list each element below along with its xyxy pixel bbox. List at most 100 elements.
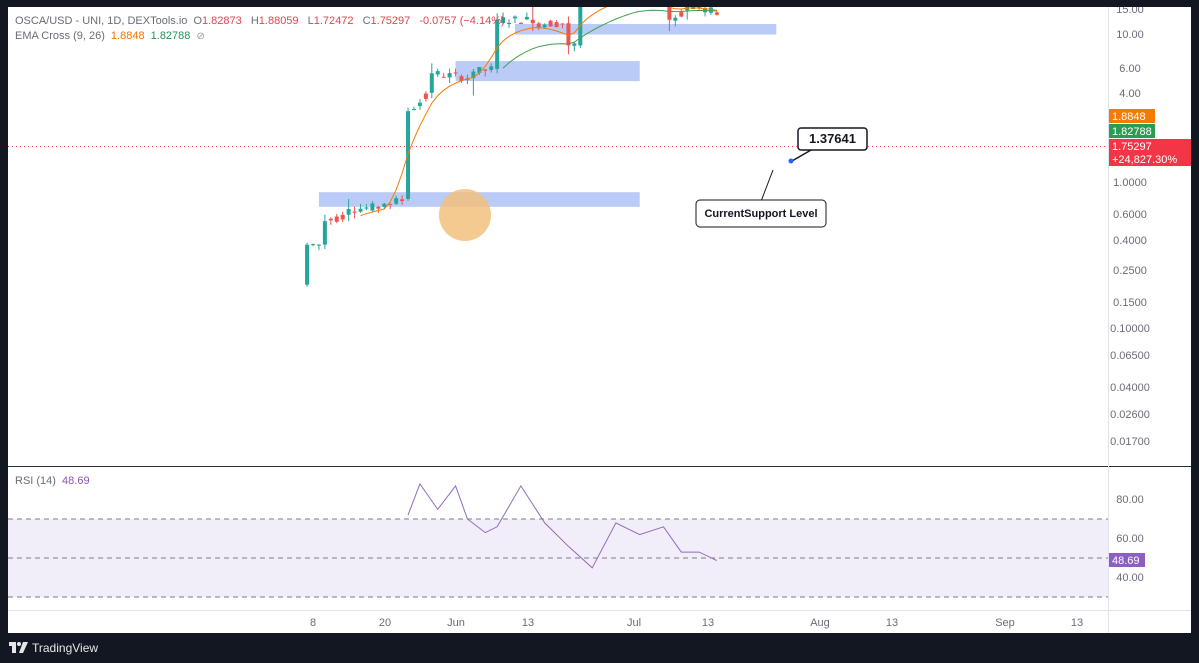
support-zone-3[interactable]	[514, 23, 777, 35]
candle-body	[554, 22, 559, 28]
ema-fast-value: 1.8848	[110, 30, 145, 42]
time-label: Sep	[995, 617, 1015, 629]
candle-body	[495, 19, 500, 69]
candle-body	[305, 244, 310, 285]
candle-body	[673, 17, 678, 21]
rsi-tick: 60.00	[1116, 533, 1144, 545]
price-tick: 0.2500	[1113, 265, 1147, 277]
ema-9-line	[360, 7, 717, 217]
candle-body	[524, 16, 529, 20]
candle-body	[572, 43, 577, 46]
time-label: 20	[379, 617, 391, 629]
chart-canvas[interactable]: 1.37641 CurrentSupport Level 15.00 10.00…	[8, 7, 1191, 633]
price-tick: 0.06500	[1110, 350, 1150, 362]
candle-body	[441, 76, 446, 78]
candle-body	[417, 102, 422, 107]
hidden-eye-icon[interactable]: ⊘	[196, 31, 205, 42]
ema-fast-tag-text: 1.8848	[1112, 111, 1146, 123]
high-value: 1.88059	[258, 15, 299, 27]
footer-brand[interactable]: TradingView	[32, 641, 99, 655]
last-price-tag-text: 1.75297	[1112, 141, 1152, 153]
rsi-line	[407, 482, 718, 569]
tradingview-logo-icon[interactable]	[9, 640, 29, 654]
last-change-tag-text: +24,827.30%	[1112, 154, 1177, 166]
candle-body	[697, 7, 702, 8]
ohlc-legend: OSCA/USD - UNI, 1D, DEXTools.io O1.82873…	[15, 15, 508, 27]
candle-body	[423, 93, 428, 99]
time-label: 13	[702, 617, 714, 629]
open-label: O	[193, 15, 202, 27]
open-value: 1.82873	[202, 15, 242, 27]
time-label: Aug	[810, 617, 830, 629]
rsi-value-tag-text: 48.69	[1112, 555, 1140, 567]
price-tick: 0.01700	[1110, 436, 1150, 448]
candle-body	[322, 221, 327, 245]
candle-body	[530, 19, 535, 24]
last-price-tag	[1109, 139, 1191, 166]
candle-body	[429, 73, 434, 93]
candle-body	[376, 206, 381, 209]
support-zone-2[interactable]	[455, 61, 640, 82]
candle-body	[346, 208, 351, 215]
time-label: 8	[310, 617, 316, 629]
candle-body	[394, 198, 399, 204]
candle-body	[453, 72, 458, 74]
price-callout-text: 1.37641	[809, 131, 856, 146]
symbol-label[interactable]: OSCA/USD - UNI, 1D, DEXTools.io	[15, 15, 188, 27]
price-tick: 4.00	[1119, 88, 1140, 100]
price-tick: 0.04000	[1110, 382, 1150, 394]
high-label: H	[250, 15, 259, 27]
change-value: -0.0757 (−4.14%)	[419, 15, 505, 27]
candle-body	[685, 7, 690, 11]
close-label: C	[362, 15, 371, 27]
support-label-box[interactable]	[695, 199, 827, 228]
price-callout-box[interactable]	[797, 127, 868, 151]
candle-body	[667, 7, 672, 20]
rsi-legend: RSI (14) 48.69	[15, 475, 93, 487]
candle-body	[334, 216, 339, 222]
price-tick: 1.0000	[1113, 177, 1147, 189]
time-label: 13	[886, 617, 898, 629]
candle-body	[501, 17, 506, 24]
price-tick: 0.10000	[1110, 323, 1150, 335]
rsi-value-tag	[1109, 553, 1145, 567]
candle-body	[708, 7, 713, 13]
candle-body	[352, 211, 357, 213]
price-tick: 0.6000	[1113, 209, 1147, 221]
candle-body	[566, 23, 571, 46]
time-label: 13	[1071, 617, 1083, 629]
price-tick: 15.00	[1116, 7, 1144, 16]
candle-body	[382, 203, 387, 207]
candle-body	[560, 23, 565, 25]
price-tick: 0.4000	[1113, 235, 1147, 247]
time-label: Jun	[447, 617, 465, 629]
candle-body	[459, 76, 464, 82]
candle-body	[447, 73, 452, 78]
time-label: Jul	[627, 617, 641, 629]
candle-body	[578, 7, 583, 46]
candle-body	[364, 207, 369, 209]
low-label: L	[307, 15, 314, 27]
rsi-tick: 80.00	[1116, 494, 1144, 506]
ema-slow-tag	[1109, 124, 1155, 138]
candle-body	[400, 199, 405, 202]
candle-body	[518, 22, 523, 24]
candle-body	[542, 24, 547, 28]
price-tick: 10.00	[1116, 29, 1144, 41]
candle-body	[536, 23, 541, 28]
callout-anchor-dot[interactable]	[788, 158, 794, 164]
candle-body	[435, 71, 440, 75]
candle-body	[388, 203, 393, 205]
candle-body	[679, 12, 684, 17]
candle-body	[411, 109, 416, 111]
candle-body	[471, 71, 476, 79]
candle-body	[507, 22, 512, 25]
candle-body	[311, 244, 315, 246]
candle-body	[548, 20, 553, 27]
price-tick: 0.1500	[1113, 297, 1147, 309]
chart-frame: 1.37641 CurrentSupport Level 15.00 10.00…	[8, 7, 1191, 633]
support-label-text: CurrentSupport Level	[704, 208, 817, 220]
rsi-indicator-label[interactable]: RSI (14)	[15, 475, 56, 487]
support-label-pointer	[759, 169, 774, 205]
ema-indicator-label[interactable]: EMA Cross (9, 26)	[15, 30, 105, 42]
